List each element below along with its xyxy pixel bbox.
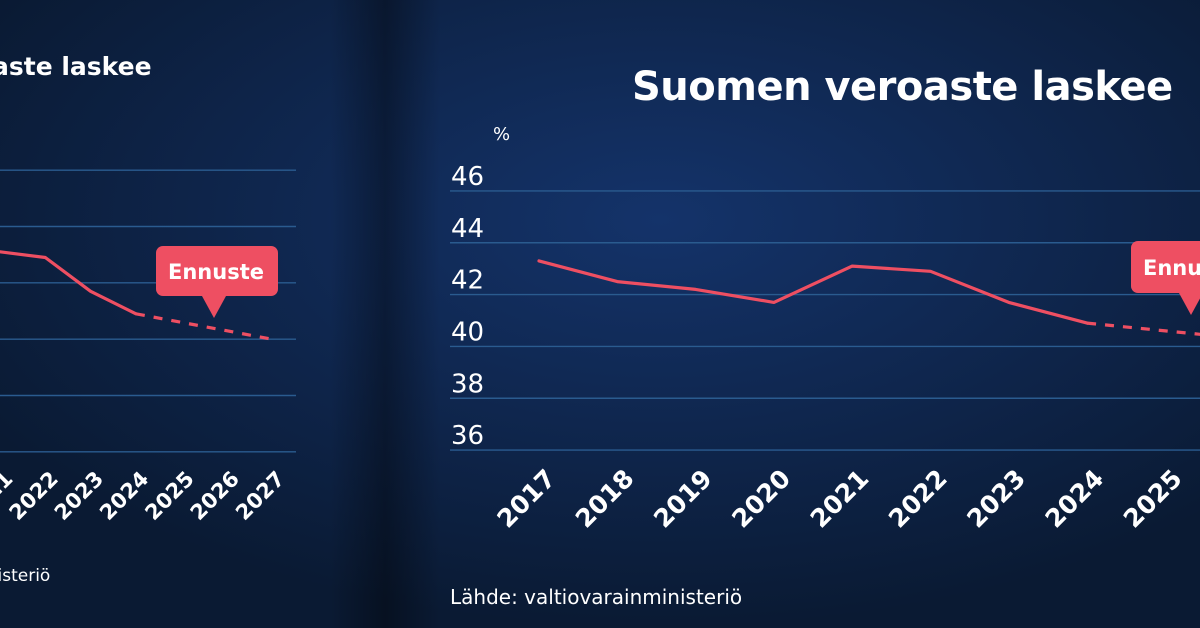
- forecast-callout: Ennuste: [1131, 241, 1200, 315]
- main-chart-title: Suomen veroaste laskee: [632, 64, 1173, 110]
- actual-line: [0, 250, 138, 316]
- chart-0: 36 38 40 42 44 46 2017 2018 2019 2020 2021 2022 2023…: [450, 162, 1200, 534]
- x-tick-label: 2020: [726, 464, 796, 534]
- callout-pointer: [1179, 293, 1200, 315]
- y-tick-label: 44: [451, 214, 484, 244]
- x-tick-label: 2026: [1196, 464, 1200, 534]
- forecast-callout: Ennuste: [156, 246, 278, 318]
- y-tick-label: 46: [451, 162, 484, 192]
- x-tick-label: 2025: [1118, 464, 1188, 534]
- x-tick-label: 2021: [805, 464, 875, 534]
- callout-label: Ennuste: [168, 260, 264, 284]
- y-tick-label: 38: [451, 369, 484, 399]
- x-tick-label: 2023: [961, 464, 1031, 534]
- x-tick-label: 2022: [5, 467, 63, 525]
- y-axis-unit: %: [493, 124, 511, 145]
- y-tick-label: 36: [451, 421, 484, 451]
- forecast-line: [135, 312, 273, 341]
- callout-pointer: [202, 296, 226, 318]
- forecast-line: [1086, 321, 1200, 336]
- x-tick-label: 2024: [1040, 464, 1110, 534]
- x-tick-label: 2018: [570, 464, 640, 534]
- y-tick-label: 42: [451, 266, 484, 296]
- x-tick-label: 2019: [648, 464, 718, 534]
- x-tick-label: 2027: [231, 467, 289, 525]
- actual-line: [537, 259, 1089, 325]
- callout-label: Ennuste: [1143, 256, 1200, 280]
- left-source-note: inisteriö: [0, 566, 51, 586]
- x-tick-label: 2022: [883, 464, 953, 534]
- x-tick-label: 2023: [50, 467, 108, 525]
- main-source-note: Lähde: valtiovarainministeriö: [450, 585, 743, 609]
- x-tick-label: 2026: [186, 467, 244, 525]
- callout-box: [1131, 241, 1200, 293]
- callout-box: [156, 246, 278, 296]
- x-tick-label: 2024: [95, 467, 153, 525]
- x-tick-label: 2017: [492, 464, 562, 534]
- left-chart-title: aste laskee: [0, 52, 152, 81]
- x-tick-label: 2025: [140, 467, 198, 525]
- y-tick-label: 40: [451, 317, 484, 347]
